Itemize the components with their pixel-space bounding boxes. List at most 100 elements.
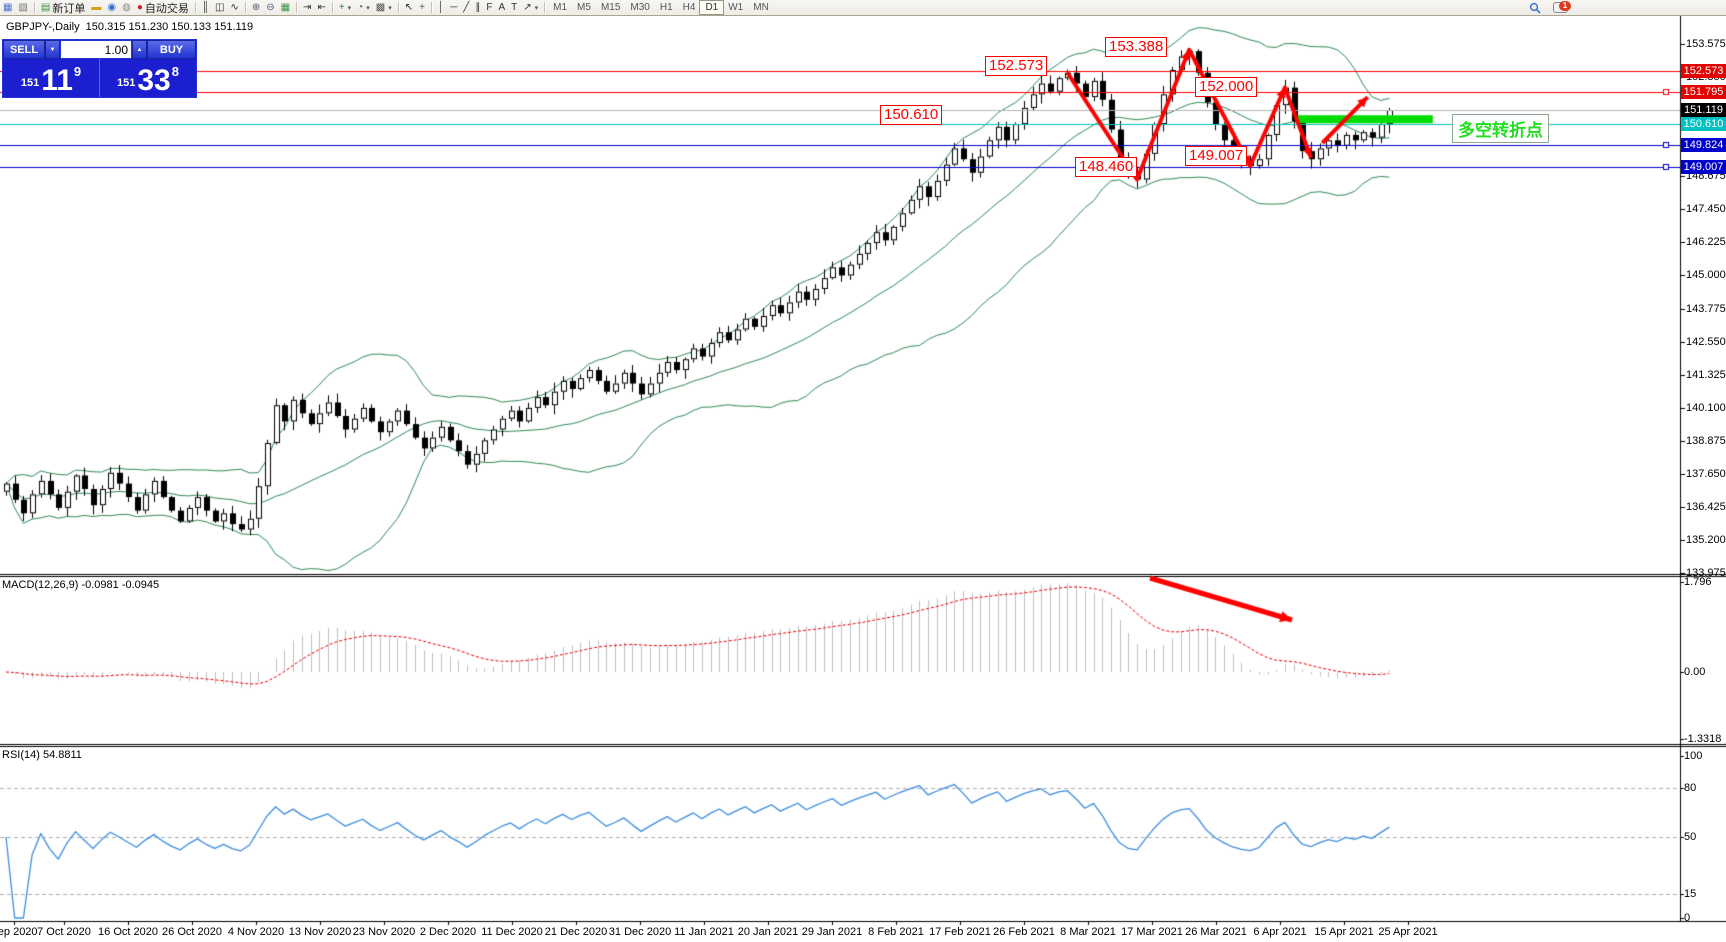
candlestick-chart-icon[interactable]: ◫ [212,1,227,14]
chart-shift-icon[interactable]: ⇤ [314,1,328,14]
auto-trading-button[interactable]: ● 自动交易 [134,1,192,15]
templates-icon-glyph: ▩ [375,2,386,13]
cursor-icon[interactable]: ↖ [402,1,416,14]
periods-icon[interactable]: ◔ ▾ [354,1,373,14]
time-axis-label: 26 Mar 2021 [1185,926,1247,938]
channel-icon[interactable]: ∥ [472,1,483,14]
indicators-icon[interactable]: + ▾ [336,1,354,14]
buy-price[interactable]: 151 33 8 [99,59,196,97]
crosshair-icon[interactable]: + [416,1,428,14]
time-axis-label: 17 Feb 2021 [929,926,991,938]
toolbar-separator [397,2,399,13]
notifications-icon[interactable]: 1 [1550,1,1571,14]
toolbar-separator [33,2,35,13]
toolbar-separator [194,2,196,13]
buy-price-pips: 33 [137,64,171,97]
dropdown-arrow-icon[interactable]: ▾ [534,4,539,12]
timeframe-mn[interactable]: MN [753,2,769,13]
volume-input[interactable] [60,40,132,59]
volume-decrease-button[interactable]: ▼ [45,40,60,59]
line-chart-icon-glyph: ∿ [230,2,239,13]
toolbar-items: ▦ ▧ ▤ 新订单 ▬ ◉ ◍ ● 自动交易 ║ ◫ ∿ ⊕ ⊖ ▦ ⇥ ⇤ + ▾ ◔ ▾ ▩ ▾ ↖ + │ ─ ╱ ∥ F A T ↗ ▾ M… [0,0,774,15]
price-level-label[interactable]: 148.460 [1075,157,1138,177]
timeframe-m5[interactable]: M5 [577,2,591,13]
time-axis-label: 31 Dec 2020 [608,926,672,938]
time-axis-label: 7 Oct 2020 [37,926,91,938]
zoom-out-icon[interactable]: ⊖ [263,1,277,14]
price-level-label[interactable]: 150.610 [880,105,943,125]
time-axis-label: 23 Nov 2020 [352,926,416,938]
fibonacci-icon[interactable]: F [483,1,495,14]
auto-scroll-icon[interactable]: ⇥ [300,1,314,14]
timeframe-m15[interactable]: M15 [600,2,621,13]
dropdown-arrow-icon[interactable]: ▾ [388,4,392,12]
sell-button[interactable]: SELL [3,40,45,59]
time-axis-label: 11 Jan 2021 [674,926,734,938]
time-axis-label: 29 Jan 2021 [801,926,863,938]
cursor-icon-glyph: ↖ [404,2,414,13]
price-badge: 149.824 [1681,138,1726,153]
sell-price[interactable]: 151 11 9 [3,59,99,97]
text-icon[interactable]: A [495,1,508,14]
new-order-button[interactable]: ▤ 新订单 [38,1,88,15]
vline-icon[interactable]: │ [435,1,447,14]
time-axis-label: Sep 2020 [0,926,38,938]
zoom-in-icon-glyph: ⊕ [251,2,261,13]
price-axis-tick: 146.225 [1686,236,1726,249]
new-order-button-label: 新订单 [52,2,86,15]
timeframe-m1[interactable]: M1 [553,2,568,13]
symbol-ohlc-readout: GBPJPY-,Daily 150.315 151.230 150.133 15… [6,21,254,33]
dropdown-arrow-icon[interactable]: ▾ [347,4,352,12]
new-chart-icon[interactable]: ▦ [0,1,15,14]
price-level-label[interactable]: 149.007 [1185,146,1248,166]
timeframe-h1[interactable]: H1 [659,2,673,13]
line-chart-icon[interactable]: ∿ [227,1,241,14]
buy-button[interactable]: BUY [147,40,196,59]
one-click-trading-panel: SELL ▼ ▲ BUY 151 11 9 151 33 8 [2,39,197,98]
tile-windows-icon[interactable]: ▦ [278,1,293,14]
auto-trading-button-glyph: ● [136,2,143,13]
timeframe-d1[interactable]: D1 [699,0,725,15]
time-axis-label: 6 Apr 2021 [1253,926,1307,938]
label-icon-glyph: T [511,2,518,13]
gold-icon-glyph: ▬ [91,2,102,13]
search-icon[interactable] [1526,1,1544,14]
templates-icon[interactable]: ▩ ▾ [373,1,395,14]
annotation-note[interactable]: 多空转折点 [1452,114,1549,143]
price-axis-tick: 140.100 [1686,401,1726,414]
sell-price-pips: 11 [41,64,73,97]
zoom-in-icon[interactable]: ⊕ [249,1,263,14]
gold-icon[interactable]: ▬ [88,1,104,14]
price-level-label[interactable]: 153.388 [1105,37,1168,57]
toolbar-separator [430,2,432,13]
price-badge: 149.007 [1681,160,1726,175]
price-axis-tick: 138.875 [1686,435,1726,447]
dropdown-arrow-icon[interactable]: ▾ [366,4,370,12]
shapes-icon[interactable]: ↗ ▾ [520,1,541,14]
signals-icon[interactable]: ◍ [119,1,134,14]
mql5-community-icon[interactable]: ◉ [104,1,119,14]
price-axis-tick: 141.325 [1686,368,1726,381]
price-axis-tick: 136.425 [1686,501,1726,514]
mql5-community-icon-glyph: ◉ [107,2,117,13]
price-level-label[interactable]: 152.000 [1195,77,1258,97]
volume-increase-button[interactable]: ▲ [132,40,147,59]
fibonacci-icon-glyph: F [486,2,493,13]
label-icon[interactable]: T [508,1,520,14]
time-axis-label: 25 Apr 2021 [1378,926,1438,938]
trendline-icon-glyph: ╱ [463,2,470,13]
profiles-icon[interactable]: ▧ [15,1,30,14]
signals-icon-glyph: ◍ [122,2,131,13]
trendline-icon[interactable]: ╱ [460,1,472,14]
tile-windows-icon-glyph: ▦ [280,2,291,13]
timeframe-m30[interactable]: M30 [630,2,650,13]
time-axis-label: 16 Oct 2020 [98,926,158,938]
bar-chart-icon[interactable]: ║ [199,1,212,14]
hline-icon[interactable]: ─ [447,1,460,14]
bar-chart-icon-glyph: ║ [201,2,209,13]
timeframe-w1[interactable]: W1 [728,2,744,13]
price-axis-tick: 133.975 [1686,567,1726,580]
price-level-label[interactable]: 152.573 [985,56,1048,76]
timeframe-h4[interactable]: H4 [682,2,696,13]
